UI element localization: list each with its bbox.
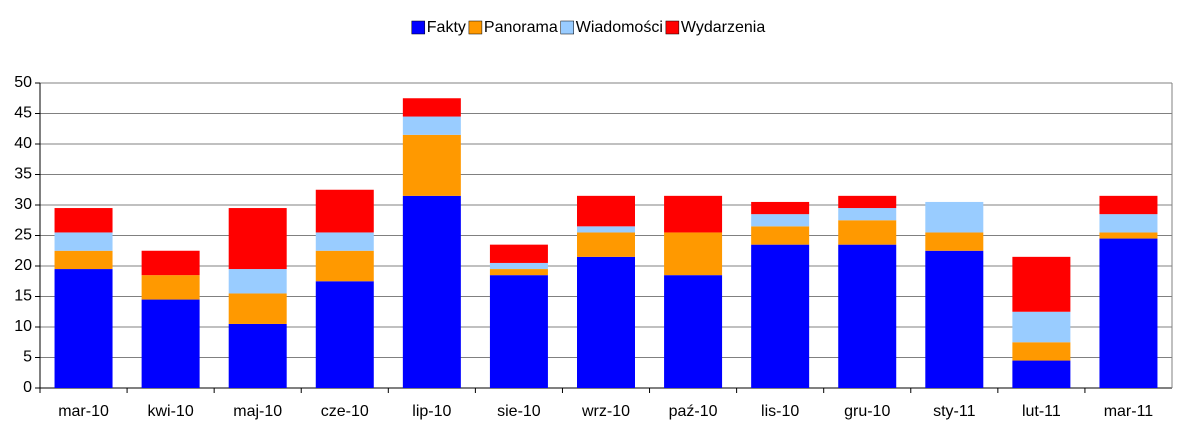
bar-segment (228, 323, 287, 388)
y-tick-label: 20 (14, 257, 32, 274)
x-tick-label: lut-11 (1022, 403, 1061, 420)
bar-segment (315, 281, 374, 388)
bar-segment (141, 250, 200, 276)
bar-segment (402, 116, 461, 135)
bar-segment (925, 232, 984, 251)
x-tick-label: mar-11 (1104, 403, 1154, 420)
bar-segment (751, 244, 810, 388)
bar-segment (402, 98, 461, 117)
bar-segment (577, 226, 635, 233)
x-tick-label: gru-10 (844, 403, 890, 420)
bar-segment (141, 275, 200, 300)
bar-segment (54, 250, 113, 270)
bar-segment (402, 195, 461, 388)
legend-swatch (665, 20, 680, 35)
bar-segment (664, 275, 723, 388)
legend-label: Panorama (484, 19, 558, 36)
bar-segment (489, 275, 548, 388)
bar-segment (751, 214, 810, 227)
bar-segment (489, 269, 548, 276)
x-tick-label: kwi-10 (147, 403, 193, 420)
x-tick-label: maj-10 (233, 403, 282, 420)
bar-segment (664, 232, 723, 276)
y-tick-label: 45 (14, 105, 32, 122)
y-tick-label: 0 (23, 379, 32, 396)
bar-segment (489, 244, 548, 263)
bar-segment (315, 232, 374, 251)
bar-segment (228, 293, 287, 324)
y-tick-label: 30 (14, 196, 32, 213)
y-tick-label: 50 (14, 74, 32, 91)
legend-label: Wydarzenia (681, 19, 765, 36)
x-tick-label: lis-10 (761, 403, 799, 420)
legend-swatch (468, 20, 483, 35)
bar-segment (577, 232, 635, 257)
x-tick-label: paź-10 (669, 403, 718, 420)
bar-segment (228, 208, 287, 270)
x-tick-label: wrz-10 (581, 403, 630, 420)
x-tick-label: sie-10 (497, 403, 541, 420)
y-tick-label: 25 (14, 227, 32, 244)
legend-label: Wiadomości (576, 19, 663, 36)
bar-segment (925, 250, 984, 388)
bar-segment (838, 195, 897, 209)
x-tick-label: mar-10 (58, 403, 109, 420)
bar-segment (577, 195, 635, 227)
bar-segment (1012, 256, 1071, 312)
bar-segment (577, 256, 635, 388)
bar-segment (228, 269, 287, 294)
bar-segment (1099, 214, 1158, 233)
bar-segment (315, 250, 374, 282)
bar-segment (751, 201, 810, 215)
bar-segment (1012, 311, 1071, 343)
bar-segment (315, 189, 374, 233)
bar-segment (402, 134, 461, 196)
y-tick-label: 35 (14, 166, 32, 183)
y-tick-label: 5 (23, 349, 32, 366)
bar-segment (54, 208, 113, 233)
bar-segment (925, 201, 984, 233)
bar-segment (54, 232, 113, 251)
bar-segment (664, 195, 723, 233)
x-tick-label: sty-11 (933, 403, 975, 420)
legend-swatch (560, 20, 574, 35)
bar-segment (838, 244, 897, 388)
bar-segment (1012, 342, 1071, 361)
bar-segment (54, 269, 113, 388)
bar-segment (838, 220, 897, 245)
x-tick-label: lip-10 (412, 403, 451, 420)
bar-segment (751, 226, 810, 245)
bar-segment (838, 208, 897, 221)
y-tick-label: 10 (14, 318, 32, 335)
legend-label: Fakty (427, 19, 466, 36)
bar-segment (141, 299, 200, 388)
bar-segment (1099, 238, 1158, 388)
bar-segment (1099, 195, 1158, 215)
bar-segment (1099, 232, 1158, 239)
y-tick-label: 15 (14, 288, 32, 305)
legend-swatch (411, 20, 426, 35)
bar-segment (1012, 360, 1071, 388)
x-tick-label: cze-10 (321, 403, 369, 420)
y-tick-label: 40 (14, 135, 32, 152)
bar-segment (489, 262, 548, 270)
